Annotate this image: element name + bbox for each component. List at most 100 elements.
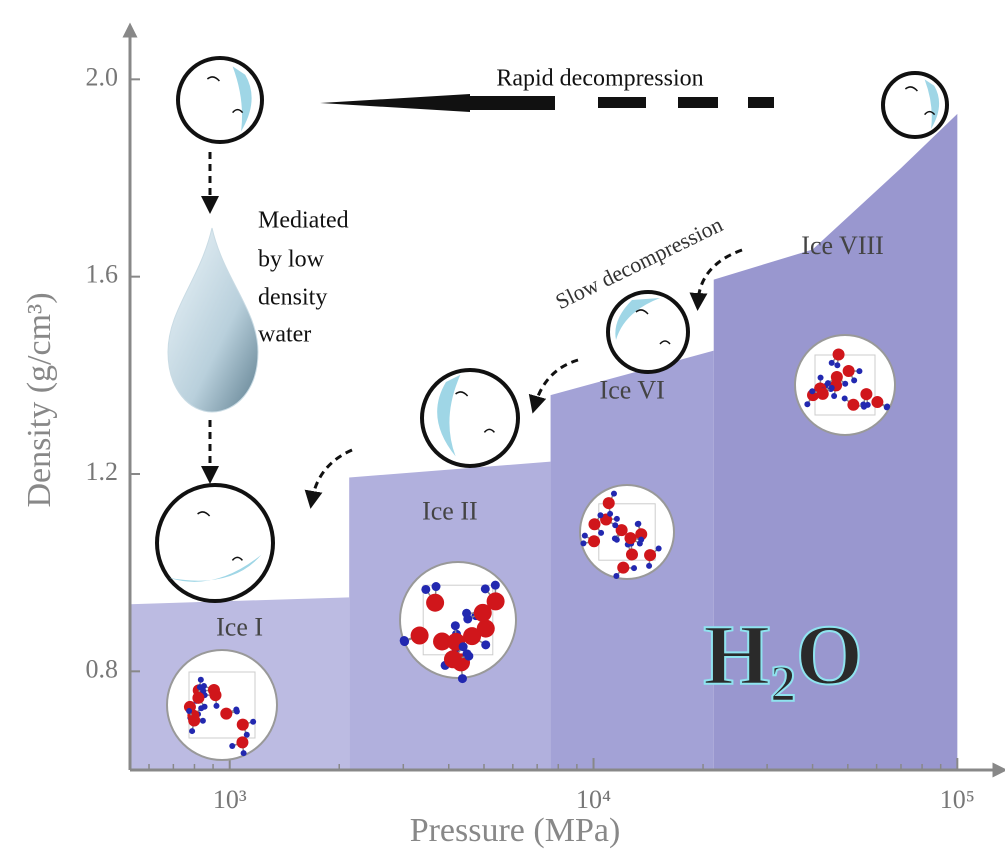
hydrogen (829, 360, 835, 366)
x-tick-label: 10⁵ (940, 785, 975, 814)
oxygen (487, 592, 505, 610)
hydrogen (656, 546, 662, 552)
oxygen (588, 518, 600, 530)
oxygen (831, 371, 843, 383)
droplet (608, 292, 688, 372)
hydrogen (612, 522, 618, 528)
oxygen (220, 708, 232, 720)
oxygen (208, 684, 220, 696)
hydrogen (458, 674, 467, 683)
oxygen (411, 627, 429, 645)
x-tick-label: 10⁴ (576, 785, 611, 814)
hydrogen (241, 750, 247, 756)
hydrogen (831, 393, 837, 399)
oxygen (236, 736, 248, 748)
annotation: density (258, 285, 327, 311)
hydrogen (421, 585, 430, 594)
hydrogen (856, 368, 862, 374)
hydrogen (250, 719, 256, 725)
hydrogen (186, 708, 192, 714)
oxygen (817, 388, 829, 400)
hydrogen (635, 521, 641, 527)
hydrogen (861, 404, 867, 410)
hydrogen (234, 709, 240, 715)
arrow-dash (678, 97, 718, 108)
annotation: Mediated (258, 208, 349, 234)
hydrogen (607, 511, 613, 517)
arrow-wedge (320, 94, 470, 112)
oxygen (624, 532, 636, 544)
y-tick-label: 1.2 (86, 457, 119, 486)
oxygen (426, 594, 444, 612)
hydrogen (580, 540, 586, 546)
hydrogen (200, 718, 206, 724)
droplet (157, 485, 273, 601)
hydrogen (631, 565, 637, 571)
hydrogen (197, 684, 203, 690)
x-tick-label: 10³ (213, 785, 247, 814)
water-drop (168, 228, 258, 412)
hydrogen (189, 728, 195, 734)
hydrogen (851, 377, 857, 383)
annotation: Rapid decompression (496, 66, 703, 92)
hydrogen (834, 362, 840, 368)
hydrogen (598, 530, 604, 536)
oxygen (833, 348, 845, 360)
phase-label: Ice VIII (801, 231, 884, 260)
hydrogen (614, 516, 620, 522)
figure: 2.0 1.6 1.2 0.8 10³ 10⁴ 10⁵ Rapid decompressio… (0, 0, 1005, 860)
y-tick-label: 2.0 (86, 62, 119, 91)
phase-label: Ice I (216, 612, 263, 641)
oxygen (192, 692, 204, 704)
formula: H₂O (703, 607, 863, 703)
oxygen (444, 650, 462, 668)
hydrogen (462, 609, 471, 618)
hydrogen (597, 512, 603, 518)
arrow-dash (748, 97, 774, 108)
oxygen (477, 620, 495, 638)
oxygen (847, 399, 859, 411)
phase-label: Ice II (422, 497, 478, 526)
hydrogen (459, 642, 468, 651)
hydrogen (842, 381, 848, 387)
y-tick-label: 1.6 (86, 260, 119, 289)
hydrogen (481, 640, 490, 649)
y-tick-label: 0.8 (86, 654, 119, 683)
hydrogen (213, 703, 219, 709)
dashed-arrow (312, 450, 352, 500)
hydrogen (809, 388, 815, 394)
hydrogen (481, 584, 490, 593)
oxygen (871, 396, 883, 408)
oxygen (843, 365, 855, 377)
hydrogen (842, 395, 848, 401)
oxygen (617, 562, 629, 574)
oxygen (603, 497, 615, 509)
x-axis-title: Pressure (MPa) (410, 812, 621, 849)
annotation: by low (258, 247, 325, 273)
hydrogen (400, 637, 409, 646)
oxygen (188, 714, 200, 726)
arrow-dash (598, 97, 646, 108)
arrow-bar (470, 96, 555, 110)
droplet (422, 370, 518, 466)
hydrogen (432, 582, 441, 591)
hydrogen (884, 404, 890, 410)
hydrogen (244, 732, 250, 738)
hydrogen (612, 536, 618, 542)
oxygen (237, 719, 249, 731)
hydrogen (198, 677, 204, 683)
oxygen (626, 548, 638, 560)
hydrogen (613, 573, 619, 579)
hydrogen (451, 621, 460, 630)
hydrogen (804, 401, 810, 407)
hydrogen (491, 581, 500, 590)
hydrogen (646, 563, 652, 569)
hydrogen (825, 380, 831, 386)
hydrogen (818, 375, 824, 381)
structure-disc (167, 650, 277, 760)
oxygen (588, 535, 600, 547)
hydrogen (202, 704, 208, 710)
hydrogen (464, 652, 473, 661)
hydrogen (829, 385, 835, 391)
y-axis-title: Density (g/cm³) (21, 292, 58, 507)
